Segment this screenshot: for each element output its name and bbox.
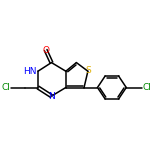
Text: Cl: Cl: [1, 83, 10, 92]
Text: S: S: [85, 66, 91, 75]
Text: Cl: Cl: [143, 83, 151, 92]
Text: O: O: [42, 46, 49, 55]
Text: N: N: [48, 92, 55, 101]
Text: HN: HN: [24, 67, 37, 76]
